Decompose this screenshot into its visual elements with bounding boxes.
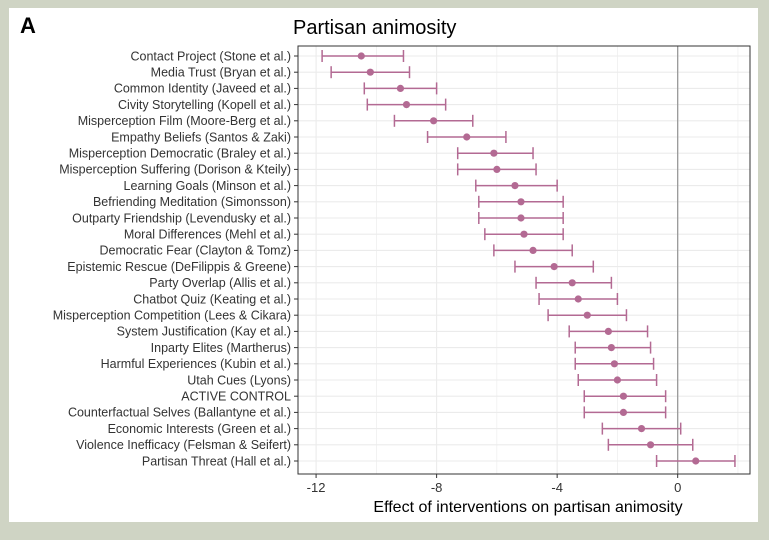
y-tick-label: Harmful Experiences (Kubin et al.) [101, 357, 291, 371]
point-estimate [637, 425, 646, 433]
y-tick-label: Learning Goals (Minson et al.) [124, 179, 291, 193]
estimate-row [655, 455, 736, 467]
y-tick-label: Media Trust (Bryan et al.) [151, 66, 291, 80]
point-estimate [520, 230, 528, 238]
point-estimate [646, 441, 655, 449]
point-estimate [402, 101, 411, 109]
y-tick-label: Economic Interests (Green et al.) [108, 422, 291, 436]
figure-panel: A Partisan animosity Contact Project (St… [9, 8, 758, 522]
point-estimate [463, 133, 471, 141]
forest-plot: Partisan animosity Contact Project (Ston… [53, 17, 751, 516]
estimate-row [330, 66, 411, 79]
y-tick-label: ACTIVE CONTROL [181, 390, 291, 404]
point-estimate [511, 182, 519, 190]
estimate-row [393, 114, 474, 127]
point-estimate [574, 295, 582, 303]
y-tick-label: Inparty Elites (Martherus) [151, 341, 291, 355]
point-estimate [550, 263, 558, 271]
point-estimate [430, 117, 438, 125]
estimate-row [535, 276, 613, 289]
y-tick-label: Misperception Suffering (Dorison & Kteil… [59, 163, 291, 177]
point-estimate [366, 68, 374, 76]
y-axis: Contact Project (Stone et al.) Media Trus… [53, 49, 298, 468]
estimate-row [547, 309, 628, 322]
estimate-row [577, 374, 658, 386]
y-tick-label: Contact Project (Stone et al.) [131, 49, 292, 63]
estimate-row [478, 212, 564, 224]
estimate-row [601, 422, 682, 435]
point-estimate [692, 457, 700, 465]
y-tick-label: Empathy Beliefs (Santos & Zaki) [111, 130, 291, 144]
estimate-row [426, 131, 507, 143]
y-tick-label: Befriending Meditation (Simonsson) [93, 195, 291, 209]
point-estimate [619, 392, 628, 400]
y-tick-label: Misperception Competition (Lees & Cikara… [53, 309, 291, 323]
point-estimate [583, 311, 591, 319]
estimate-row [456, 147, 534, 160]
chart-title: Partisan animosity [293, 17, 456, 39]
point-estimate [619, 408, 628, 416]
y-tick-label: Partisan Threat (Hall et al.) [142, 454, 291, 468]
y-tick-label: Civity Storytelling (Kopell et al.) [118, 98, 291, 112]
y-tick-label: Moral Differences (Mehl et al.) [124, 228, 291, 242]
point-estimate [517, 214, 525, 222]
estimate-row [366, 98, 447, 111]
x-tick-label: -12 [307, 480, 326, 495]
estimate-row [456, 163, 537, 176]
point-estimate [529, 246, 537, 254]
y-tick-label: Violence Inefficacy (Felsman & Seifert) [76, 438, 291, 452]
y-tick-label: Epistemic Rescue (DeFilippis & Greene) [67, 260, 291, 274]
x-tick-label: 0 [674, 480, 681, 495]
point-estimate [517, 198, 525, 206]
plot-background [298, 46, 750, 474]
point-estimate [396, 84, 405, 92]
x-tick-label: -4 [551, 480, 563, 495]
rows-layer [321, 50, 736, 467]
estimate-row [484, 228, 564, 241]
point-estimate [607, 344, 615, 352]
estimate-row [574, 341, 652, 354]
y-tick-label: Outparty Friendship (Levendusky et al.) [72, 211, 291, 225]
estimate-row [478, 195, 564, 208]
x-tick-label: -8 [431, 480, 443, 495]
x-axis: -12 -8 -4 0 [307, 474, 681, 495]
estimate-row [607, 438, 694, 451]
point-estimate [610, 360, 619, 368]
y-tick-label: Utah Cues (Lyons) [187, 373, 291, 387]
x-axis-label: Effect of interventions on partisan anim… [373, 499, 682, 516]
estimate-row [514, 260, 595, 273]
panel-label: A [20, 13, 36, 38]
estimate-row [321, 50, 405, 62]
point-estimate [613, 376, 622, 384]
point-estimate [568, 279, 576, 287]
point-estimate [604, 327, 612, 335]
y-tick-label: Chatbot Quiz (Keating et al.) [133, 292, 291, 306]
estimate-row [475, 179, 558, 192]
y-tick-label: Misperception Democratic (Braley et al.) [69, 147, 291, 161]
estimate-row [493, 244, 573, 257]
estimate-row [583, 406, 667, 419]
estimate-row [363, 82, 438, 95]
y-tick-label: Party Overlap (Allis et al.) [149, 276, 291, 290]
point-estimate [357, 52, 365, 60]
plot-border [297, 45, 751, 475]
y-tick-label: Misperception Film (Moore-Berg et al.) [78, 114, 291, 128]
estimate-row [568, 325, 649, 338]
estimate-row [583, 390, 667, 403]
estimate-row [538, 293, 619, 305]
estimate-row [574, 357, 655, 370]
y-tick-label: System Justification (Kay et al.) [117, 325, 291, 339]
point-estimate [493, 165, 501, 173]
y-tick-label: Democratic Fear (Clayton & Tomz) [100, 244, 292, 258]
y-tick-label: Counterfactual Selves (Ballantyne et al.… [68, 406, 291, 420]
y-tick-label: Common Identity (Javeed et al.) [114, 82, 291, 96]
point-estimate [490, 149, 498, 157]
grid-layer [298, 46, 750, 474]
